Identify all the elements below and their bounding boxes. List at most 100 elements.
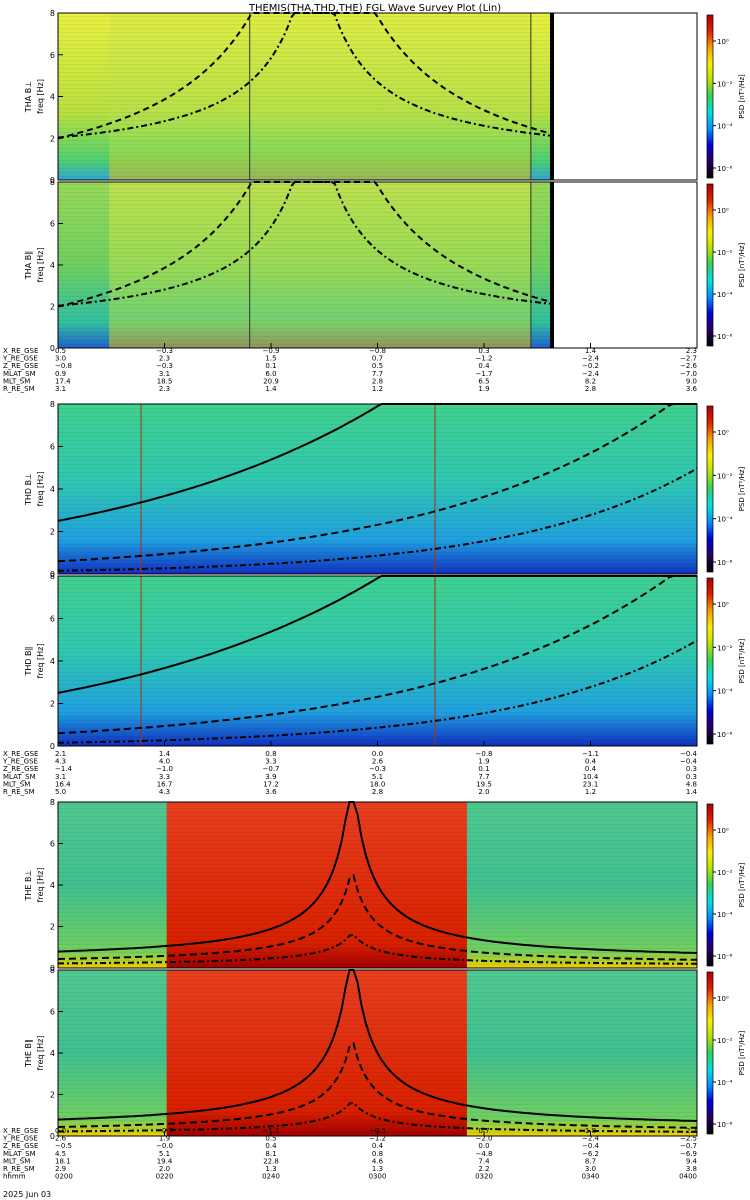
orbit-value: −0.7 bbox=[156, 1127, 173, 1135]
colorbar-tick-label: 10⁻² bbox=[717, 869, 733, 877]
orbit-value: 20.9 bbox=[263, 377, 279, 385]
colorbar-tick-label: 10⁰ bbox=[717, 995, 729, 1003]
orbit-value: −6.9 bbox=[680, 1150, 697, 1158]
y-tick-label: 4 bbox=[50, 485, 55, 494]
orbit-row-label: R_RE_SM bbox=[3, 385, 35, 393]
y-tick-label: 6 bbox=[50, 220, 55, 229]
orbit-value: 7.4 bbox=[478, 1157, 490, 1165]
orbit-value: 2.7 bbox=[686, 1127, 697, 1135]
orbit-value: 0.0 bbox=[478, 1142, 489, 1150]
orbit-value: 17.4 bbox=[55, 377, 71, 385]
curve-tenth bbox=[57, 467, 698, 572]
spectrogram-texture bbox=[58, 404, 697, 574]
orbit-value: −6.2 bbox=[582, 1150, 599, 1158]
orbit-value: 3.3 bbox=[159, 773, 170, 781]
orbit-value: 4.3 bbox=[159, 788, 170, 796]
colorbar-tick-label: 10⁻⁴ bbox=[717, 911, 733, 919]
freq-axis-label: freq [Hz] bbox=[36, 1036, 45, 1071]
orbit-value: 16.4 bbox=[55, 780, 71, 788]
orbit-row-label: R_RE_SM bbox=[3, 788, 35, 796]
colorbar-tick-label: 10⁻⁶ bbox=[717, 1121, 733, 1129]
orbit-value: 2.1 bbox=[55, 750, 66, 758]
orbit-value: −0.3 bbox=[156, 347, 173, 355]
colorbar-tick-label: 10⁰ bbox=[717, 38, 729, 46]
orbit-table-1: X_RE_GSE 2.1 1.4 0.8 0.0 −0.8 −1.1 −0.4 Y_RE_GSE… bbox=[2, 750, 698, 796]
orbit-value: 0300 bbox=[369, 1173, 387, 1181]
orbit-value: 1.9 bbox=[478, 758, 489, 766]
spectrogram-texture bbox=[58, 13, 551, 180]
orbit-row-label: Y_RE_GSE bbox=[2, 758, 38, 766]
orbit-value: 7.7 bbox=[478, 773, 489, 781]
curve-fce bbox=[57, 801, 698, 954]
orbit-value: 1.4 bbox=[159, 750, 171, 758]
colorbar-label: PSD [nT²/Hz] bbox=[738, 242, 746, 287]
orbit-value: 3.0 bbox=[585, 1165, 596, 1173]
y-tick-label: 0 bbox=[50, 964, 55, 973]
y-tick-label: 8 bbox=[50, 400, 55, 409]
orbit-value: 4.5 bbox=[55, 1150, 66, 1158]
colorbar bbox=[706, 803, 714, 967]
orbit-value: 0.1 bbox=[478, 765, 489, 773]
colorbar bbox=[706, 14, 714, 179]
orbit-value: −2.0 bbox=[476, 1135, 493, 1143]
plot-title: THEMIS(THA,THD,THE) FGL Wave Survey Plot… bbox=[248, 3, 501, 14]
colorbar-tick-label: 10⁻⁴ bbox=[717, 688, 733, 696]
orbit-value: −2.4 bbox=[582, 370, 600, 378]
orbit-value: 0.3 bbox=[686, 765, 697, 773]
y-tick-label: 6 bbox=[50, 443, 55, 452]
colorbar bbox=[706, 405, 714, 573]
orbit-value: 3.1 bbox=[159, 370, 170, 378]
y-tick-label: 2 bbox=[50, 528, 55, 537]
orbit-value: 2.8 bbox=[372, 788, 383, 796]
probe-label: THD B⊥ bbox=[24, 473, 33, 506]
y-tick-label: 8 bbox=[50, 572, 55, 581]
colorbar-tick-label: 10⁻⁶ bbox=[717, 165, 733, 173]
orbit-value: 18.0 bbox=[370, 780, 386, 788]
orbit-table-0: X_RE_GSE 0.5 −0.3 −0.9 −0.8 0.3 1.4 2.3 Y_RE_GSE… bbox=[2, 347, 698, 393]
orbit-value: 3.9 bbox=[265, 773, 276, 781]
colorbar-tick-label: 10⁻² bbox=[717, 472, 733, 480]
orbit-value: 1.8 bbox=[585, 1127, 596, 1135]
colorbar-tick-label: 10⁻² bbox=[717, 249, 733, 257]
orbit-value: −0.4 bbox=[680, 758, 698, 766]
colorbar-tick-label: 10⁰ bbox=[717, 429, 729, 437]
orbit-value: 0.4 bbox=[265, 1142, 277, 1150]
orbit-value: 0.7 bbox=[372, 355, 383, 363]
spectrogram-texture bbox=[58, 576, 697, 746]
orbit-value: 1.4 bbox=[686, 788, 698, 796]
y-tick-label: 2 bbox=[50, 1091, 55, 1100]
orbit-row-label: X_RE_GSE bbox=[3, 347, 38, 355]
orbit-row-label: X_RE_GSE bbox=[3, 1127, 38, 1135]
y-tick-label: 4 bbox=[50, 1049, 55, 1058]
orbit-value: 1.3 bbox=[372, 1165, 383, 1173]
freq-axis-label: freq [Hz] bbox=[36, 79, 45, 114]
orbit-value: 18.5 bbox=[157, 377, 173, 385]
orbit-value: 1.9 bbox=[159, 1135, 170, 1143]
orbit-value: 18.1 bbox=[55, 1157, 71, 1165]
orbit-value: −2.4 bbox=[582, 1135, 600, 1143]
colorbar-tick-label: 10⁰ bbox=[717, 601, 729, 609]
panel-tha-bpar: 0 2 4 6 8 THA B∥ freq [Hz] 10⁰ 10⁻² 10⁻⁴ 10⁻⁶ PSD [… bbox=[24, 178, 746, 353]
colorbar bbox=[706, 183, 714, 347]
orbit-value: 2.8 bbox=[585, 385, 596, 393]
probe-label: THD B∥ bbox=[24, 646, 33, 676]
curve-half bbox=[57, 575, 697, 735]
orbit-value: 3.0 bbox=[55, 355, 66, 363]
colorbar-tick-label: 10⁻⁴ bbox=[717, 1079, 733, 1087]
orbit-value: 0.5 bbox=[372, 362, 383, 370]
orbit-value: 0.1 bbox=[265, 362, 276, 370]
orbit-value: −0.7 bbox=[680, 1142, 697, 1150]
orbit-tables: X_RE_GSE 0.5 −0.3 −0.9 −0.8 0.3 1.4 2.3 Y_RE_GSE… bbox=[2, 347, 698, 1181]
orbit-value: −4.8 bbox=[476, 1150, 493, 1158]
orbit-value: 2.2 bbox=[478, 1165, 489, 1173]
orbit-row-label: Z_RE_GSE bbox=[3, 362, 38, 370]
orbit-value: 0200 bbox=[55, 1173, 73, 1181]
orbit-value: 0.4 bbox=[372, 1142, 384, 1150]
orbit-value: −0.7 bbox=[263, 765, 280, 773]
orbit-value: 0400 bbox=[679, 1173, 697, 1181]
orbit-value: 2.8 bbox=[372, 377, 383, 385]
orbit-value: 10.4 bbox=[583, 773, 599, 781]
orbit-value: 7.7 bbox=[372, 370, 383, 378]
orbit-value: 6.0 bbox=[265, 370, 276, 378]
